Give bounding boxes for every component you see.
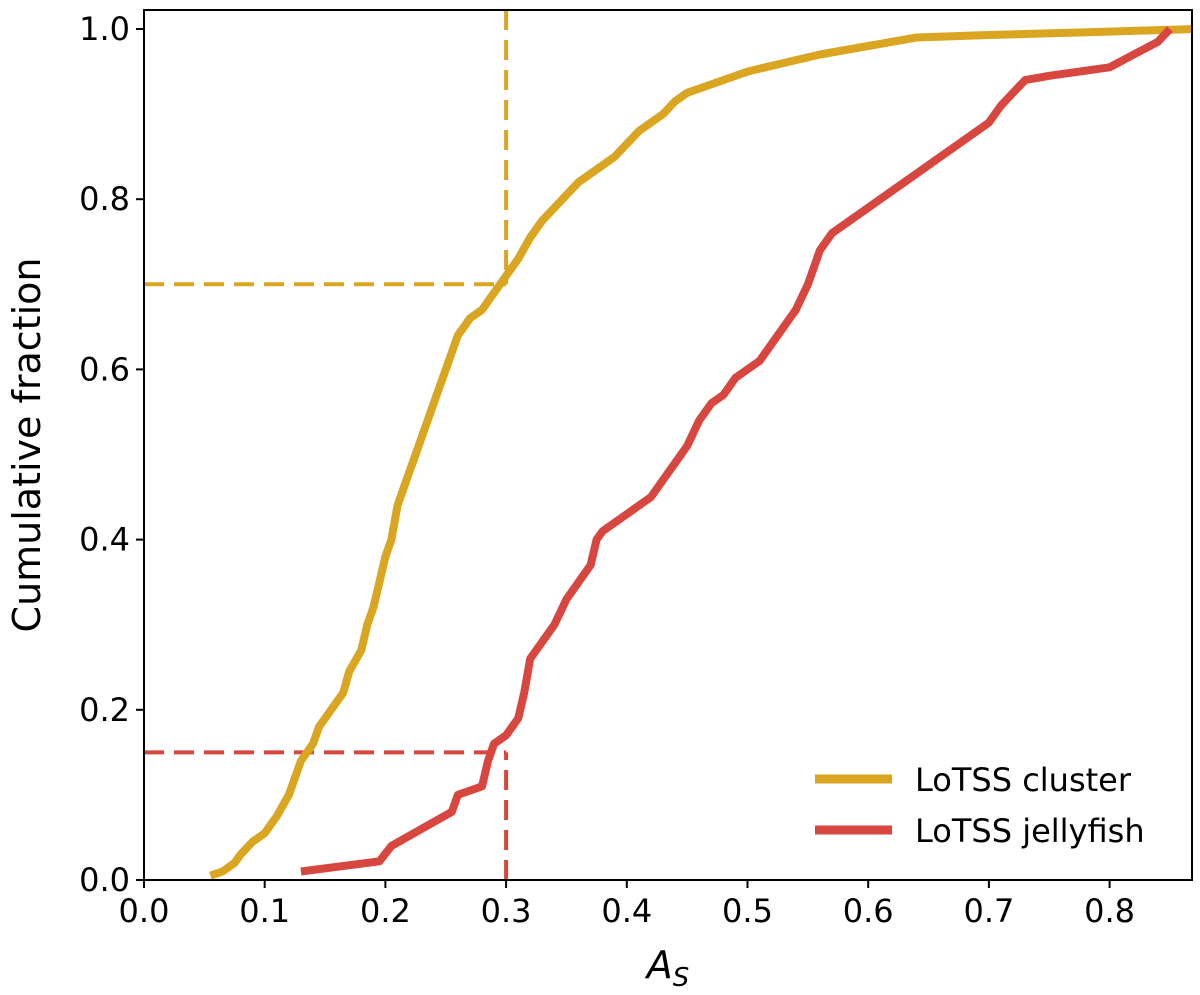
x-tick-label: 0.4 bbox=[601, 892, 652, 930]
y-tick-label: 0.4 bbox=[79, 521, 130, 559]
y-tick-label: 1.0 bbox=[79, 10, 130, 48]
x-tick-label: 0.8 bbox=[1084, 892, 1135, 930]
y-tick-label: 0.8 bbox=[79, 180, 130, 218]
x-tick-label: 0.3 bbox=[481, 892, 532, 930]
x-tick-label: 0.1 bbox=[239, 892, 290, 930]
x-tick-label: 0.7 bbox=[963, 892, 1014, 930]
x-tick-label: 0.6 bbox=[843, 892, 894, 930]
x-tick-label: 0.2 bbox=[360, 892, 411, 930]
reference-lines bbox=[144, 10, 509, 880]
x-axis-ticks: 0.0 0.1 0.2 0.3 0.4 0.5 0.6 0.7 0.8 bbox=[119, 880, 1135, 930]
legend-label-jellyfish: LoTSS jellyfish bbox=[915, 812, 1145, 850]
plot-frame bbox=[143, 9, 1193, 881]
legend-label-cluster: LoTSS cluster bbox=[915, 761, 1132, 799]
legend: LoTSS cluster LoTSS jellyfish bbox=[815, 761, 1145, 850]
y-axis-ticks: 0.0 0.2 0.4 0.6 0.8 1.0 bbox=[79, 10, 144, 899]
x-axis-label: AS bbox=[644, 943, 690, 993]
y-tick-label: 0.0 bbox=[79, 861, 130, 899]
y-tick-label: 0.6 bbox=[79, 350, 130, 388]
x-tick-label: 0.0 bbox=[119, 892, 170, 930]
y-tick-label: 0.2 bbox=[79, 691, 130, 729]
series-line-cluster bbox=[209, 25, 1192, 880]
series-line-jellyfish bbox=[300, 26, 1173, 876]
y-axis-label: Cumulative fraction bbox=[5, 258, 49, 633]
x-tick-label: 0.5 bbox=[722, 892, 773, 930]
series-lines bbox=[209, 25, 1192, 880]
